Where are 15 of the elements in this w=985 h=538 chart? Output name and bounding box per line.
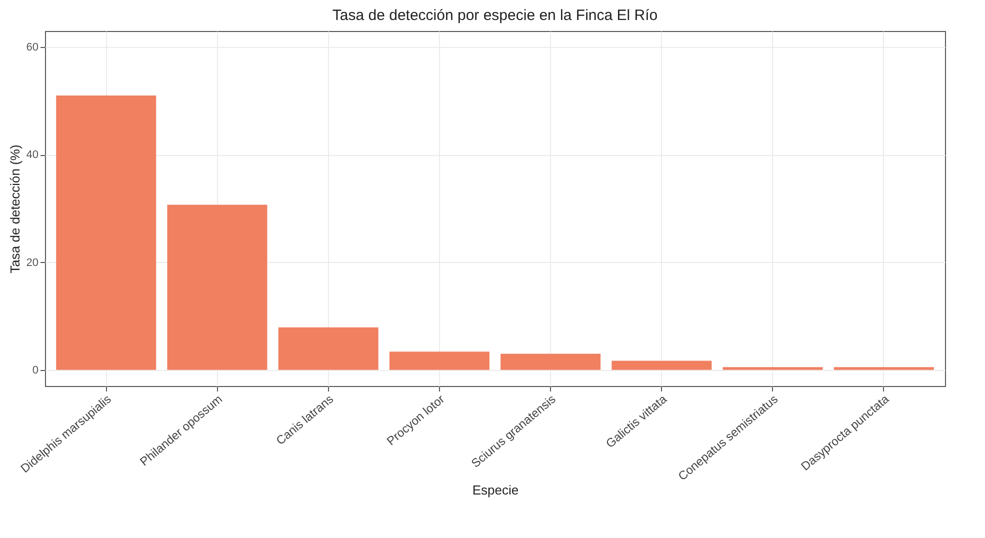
bar bbox=[56, 96, 156, 370]
y-tick-label: 20 bbox=[26, 256, 38, 269]
bar bbox=[278, 327, 378, 370]
bar bbox=[500, 354, 601, 370]
bar bbox=[722, 367, 823, 370]
bar bbox=[612, 360, 712, 370]
bar bbox=[389, 352, 490, 370]
chart-title: Tasa de detección por especie en la Finca El Río bbox=[332, 7, 658, 24]
y-tick-label: 60 bbox=[26, 42, 38, 54]
bar bbox=[834, 367, 934, 370]
y-tick-label: 40 bbox=[26, 149, 38, 162]
bar bbox=[167, 204, 268, 370]
y-tick-label: 0 bbox=[32, 364, 38, 376]
x-axis-title: Especie bbox=[472, 482, 519, 498]
y-axis-title: Tasa de detección (%) bbox=[7, 144, 22, 274]
